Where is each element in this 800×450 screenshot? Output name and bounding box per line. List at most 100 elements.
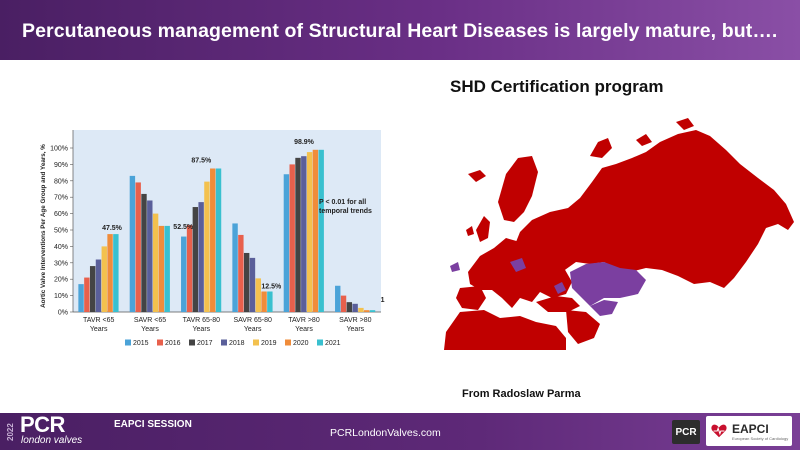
chart-plot: 0% 10% 20% 30% 40% 50% 60% 70% 80% 90% 100%Aortic …	[40, 130, 385, 347]
map-region-north-africa	[444, 310, 566, 350]
map-title: SHD Certification program	[450, 77, 664, 96]
y-tick-label: 60%	[54, 211, 68, 218]
bar	[358, 307, 364, 312]
map-credit: From Radoslaw Parma	[462, 388, 581, 400]
x-tick-label: TAVR 65-80	[183, 317, 221, 324]
eapci-badge-label: EAPCI	[732, 422, 769, 436]
bar	[306, 152, 313, 312]
bar	[95, 259, 102, 312]
map-region-west-purple	[450, 262, 460, 272]
bar	[84, 277, 90, 312]
bar	[318, 149, 324, 312]
x-tick-label: Years	[141, 326, 159, 333]
map-region-ukraine	[510, 258, 526, 272]
y-tick-label: 90%	[54, 162, 68, 169]
bar	[113, 234, 119, 312]
data-label: 12.5%	[261, 284, 282, 291]
certification-map	[444, 118, 794, 350]
data-label: 98.9%	[294, 139, 315, 146]
map-region-kazakhstan	[570, 262, 646, 306]
map-region-scandinavia	[498, 156, 538, 222]
bar	[261, 291, 267, 312]
bar	[204, 181, 210, 312]
y-tick-label: 20%	[54, 277, 68, 284]
y-tick-label: 50%	[54, 228, 68, 235]
x-tick-label: Years	[295, 326, 313, 333]
legend-swatch	[221, 339, 227, 346]
x-tick-label: SAVR <65	[134, 317, 166, 324]
y-tick-label: 10%	[54, 293, 68, 300]
bar	[301, 156, 307, 312]
bar	[158, 225, 165, 312]
legend-label: 2020	[293, 340, 309, 347]
slide-title: Percutaneous management of Structural He…	[22, 20, 778, 42]
bar	[215, 168, 222, 312]
map-region-north-island	[590, 138, 612, 158]
pcr-logo-subtitle: london valves	[21, 435, 83, 446]
legend-swatch	[157, 339, 163, 346]
footer-year: 2022	[6, 423, 15, 441]
bar	[249, 257, 256, 312]
bar	[198, 202, 204, 312]
bar	[283, 174, 290, 312]
y-tick-label: 40%	[54, 244, 68, 251]
bar	[135, 182, 141, 312]
y-tick-label: 100%	[50, 146, 68, 153]
bar	[267, 291, 273, 312]
pcr-logo: PCR	[20, 412, 65, 437]
bar	[255, 278, 261, 312]
bar	[89, 266, 96, 312]
bar	[364, 310, 370, 312]
data-label: 52.5%	[173, 224, 194, 231]
legend-label: 2015	[133, 340, 149, 347]
legend-label: 2019	[261, 340, 277, 347]
bar	[335, 285, 341, 312]
map-region-central-asia	[590, 300, 618, 316]
legend-swatch	[285, 339, 291, 346]
bar	[369, 310, 376, 312]
bar	[147, 200, 153, 312]
map-region-iberia	[456, 286, 486, 310]
bar	[340, 295, 347, 312]
footer-bar	[0, 413, 800, 450]
eapci-badge-sublabel: European Society of Cardiology	[732, 436, 789, 441]
bar	[141, 193, 147, 312]
x-tick-label: SAVR >80	[339, 317, 371, 324]
bar	[312, 149, 319, 312]
data-label: 87.5%	[191, 158, 212, 165]
legend-label: 2017	[197, 340, 213, 347]
data-label: 47.5%	[102, 225, 123, 232]
legend-swatch	[125, 339, 131, 346]
x-tick-label: SAVR 65-80	[233, 317, 271, 324]
x-tick-label: Years	[90, 326, 108, 333]
map-region-russia	[512, 130, 794, 288]
bar	[210, 168, 216, 312]
bar	[101, 246, 107, 312]
heart-icon	[711, 424, 727, 438]
eapci-badge: EAPCI European Society of Cardiology	[706, 416, 792, 446]
bar	[186, 225, 193, 312]
map-region-europe	[468, 238, 572, 308]
legend-swatch	[189, 339, 195, 346]
chart-annotation: temporal trends	[319, 208, 372, 215]
legend-label: 2021	[325, 340, 341, 347]
bar	[164, 225, 170, 312]
y-tick-label: 0%	[58, 310, 68, 317]
x-tick-label: TAVR >80	[288, 317, 320, 324]
bar	[192, 207, 199, 312]
bar	[152, 213, 159, 312]
website-link[interactable]: PCRLondonValves.com	[330, 427, 441, 439]
bar	[232, 223, 238, 312]
legend-swatch	[253, 339, 259, 346]
pcr-badge: PCR	[672, 420, 700, 444]
legend-label: 2018	[229, 340, 245, 347]
bar	[181, 236, 187, 312]
y-axis-label: Aortic Valve Interventions Per Age Group…	[40, 144, 47, 308]
bar	[78, 284, 84, 312]
x-tick-label: TAVR <65	[83, 317, 115, 324]
x-tick-label: Years	[244, 326, 262, 333]
map-region-turkey	[536, 296, 580, 312]
bar	[238, 234, 244, 312]
map-region-caucasus	[554, 282, 566, 294]
bar	[129, 175, 136, 312]
